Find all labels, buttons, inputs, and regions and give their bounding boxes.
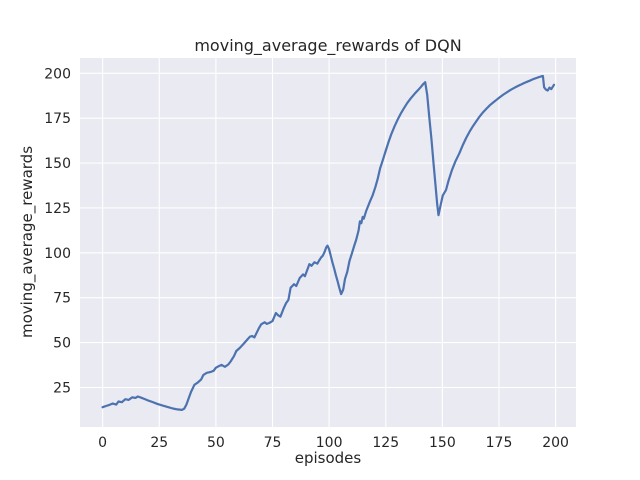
y-tick-label: 200 [44,66,71,82]
y-tick-label: 50 [53,336,71,352]
y-tick-label: 100 [44,246,71,262]
x-tick-label: 0 [98,435,107,451]
x-tick-label: 50 [207,435,225,451]
x-tick-label: 75 [264,435,282,451]
x-tick-label: 200 [542,435,569,451]
x-tick-label: 125 [372,435,399,451]
axes-background [80,58,576,427]
y-tick-label: 175 [44,111,71,127]
x-tick-label: 175 [486,435,513,451]
x-tick-label: 25 [150,435,168,451]
y-tick-label: 25 [53,380,71,396]
series-line [101,74,556,411]
y-tick-label: 125 [44,201,71,217]
y-axis-label: moving_average_rewards [18,145,36,339]
x-axis-label: episodes [294,449,362,467]
y-tick-label: 75 [53,291,71,307]
x-tick-label: 150 [429,435,456,451]
x-tick-label: 100 [316,435,343,451]
y-tick-label: 150 [44,156,71,172]
chart-title: moving_average_rewards of DQN [194,36,462,55]
